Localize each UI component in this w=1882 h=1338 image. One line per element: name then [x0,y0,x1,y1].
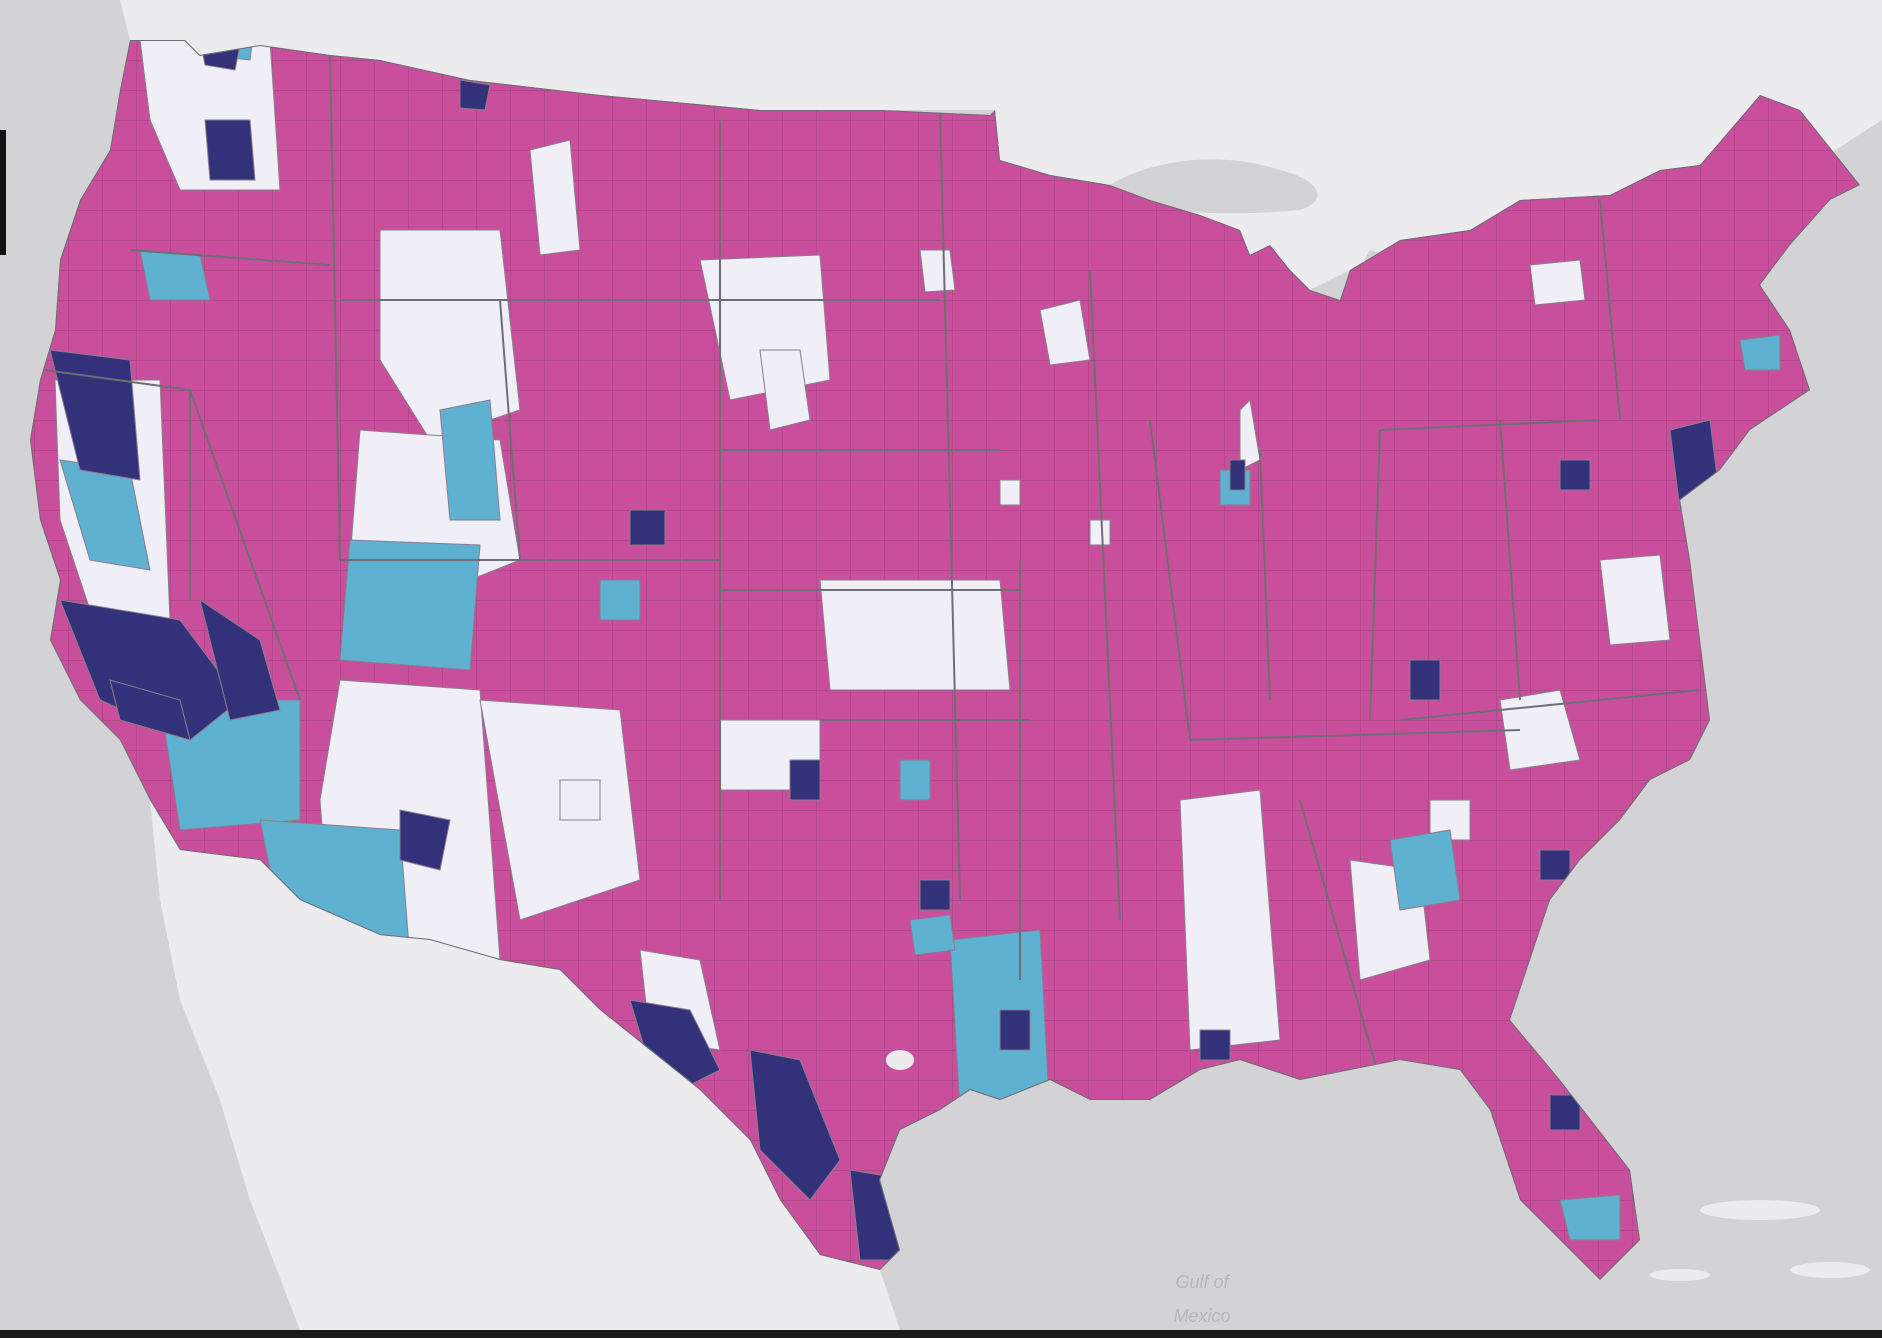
bottom-frame-rule [0,1330,1882,1338]
gulf-label-line2: Mexico [1173,1306,1230,1326]
state-borders [44,54,1701,1081]
baja-peninsula [175,850,330,1210]
gulf-label-line1: Gulf of [1175,1272,1230,1292]
left-edge-bar [0,130,6,255]
small-islands [886,1050,1870,1281]
mexico-landmass [150,800,900,1330]
lake-superior [1110,159,1318,214]
canada-landmass [0,0,1882,290]
